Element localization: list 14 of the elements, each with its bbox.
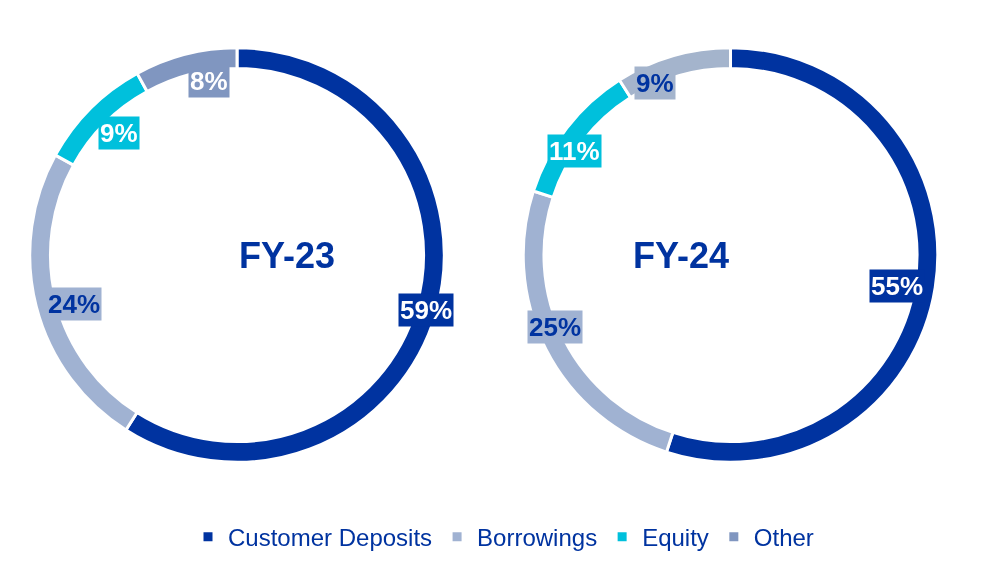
text: FY-24 [633, 235, 730, 276]
data-label: 9% [100, 118, 138, 148]
data-label: 8% [190, 66, 228, 96]
data-label: 55% [871, 271, 924, 301]
legend-label: Customer Deposits [228, 524, 433, 552]
legend-label: Borrowings [477, 524, 598, 552]
data-label: 9% [636, 68, 674, 98]
data-label: 59% [400, 295, 453, 325]
data-label: 11% [549, 136, 600, 166]
data-label: 25% [529, 312, 582, 342]
text: FY-23 [239, 235, 336, 276]
legend-label: Other [753, 524, 814, 552]
data-label: 24% [48, 289, 101, 319]
legend-label: Equity [642, 524, 709, 552]
